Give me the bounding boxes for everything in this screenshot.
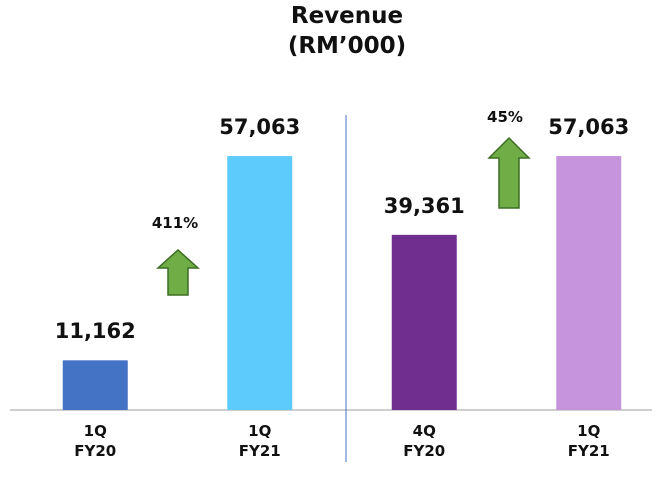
- x-tick-label: 1Q FY21: [567, 422, 610, 460]
- annotation: 45%: [487, 108, 523, 126]
- x-tick-label: 4Q FY20: [403, 422, 446, 460]
- x-tick-label: 1Q FY21: [238, 422, 281, 460]
- bar: [62, 360, 128, 410]
- bar: [227, 156, 293, 410]
- x-tick-label: 1Q FY20: [74, 422, 117, 460]
- value-label: 11,162: [54, 319, 136, 344]
- up-arrow: [487, 136, 531, 209]
- up-arrow: [156, 248, 200, 296]
- bar: [391, 234, 457, 410]
- bar: [556, 156, 622, 410]
- value-label: 39,361: [383, 193, 465, 218]
- value-label: 57,063: [219, 115, 301, 140]
- chart-title: Revenue (RM’000): [287, 3, 407, 59]
- annotation: 411%: [151, 214, 199, 232]
- value-label: 57,063: [548, 115, 630, 140]
